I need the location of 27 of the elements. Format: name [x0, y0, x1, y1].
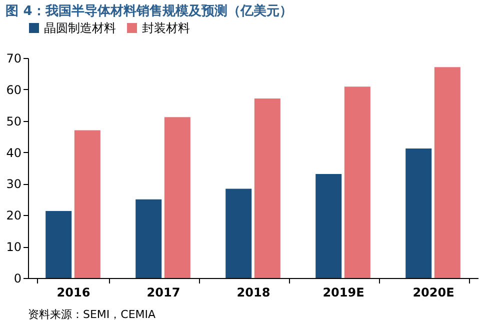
legend-label: 封装材料: [142, 21, 190, 35]
y-tick-label: 70: [6, 52, 22, 66]
bar: [74, 130, 100, 278]
x-tick-label: 2017: [146, 286, 180, 300]
text: 资料来源：SEMI，CEMIA: [28, 308, 156, 321]
bar: [164, 117, 190, 278]
bar: [46, 211, 72, 278]
bar: [344, 86, 370, 278]
x-tick-label: 2016: [56, 286, 90, 300]
bar: [254, 98, 280, 278]
x-tick-label: 2020E: [412, 286, 454, 300]
x-tick-label: 2018: [236, 286, 270, 300]
y-tick-label: 60: [6, 82, 22, 97]
y-tick-label: 30: [6, 177, 22, 192]
bar: [316, 174, 342, 278]
bar: [136, 199, 162, 278]
bar: [434, 67, 460, 278]
bar: [406, 148, 432, 278]
y-tick-label: 20: [6, 208, 22, 223]
chart-title: 图 4：我国半导体材料销售规模及预测（亿美元）: [6, 3, 292, 19]
y-tick-label: 0: [14, 272, 22, 286]
x-tick-label: 2019E: [322, 286, 364, 300]
bar: [226, 188, 252, 278]
legend-label: 晶圆制造材料: [44, 21, 116, 35]
y-tick-label: 10: [6, 240, 22, 254]
y-tick-label: 40: [6, 146, 22, 160]
y-tick-label: 50: [6, 114, 22, 128]
